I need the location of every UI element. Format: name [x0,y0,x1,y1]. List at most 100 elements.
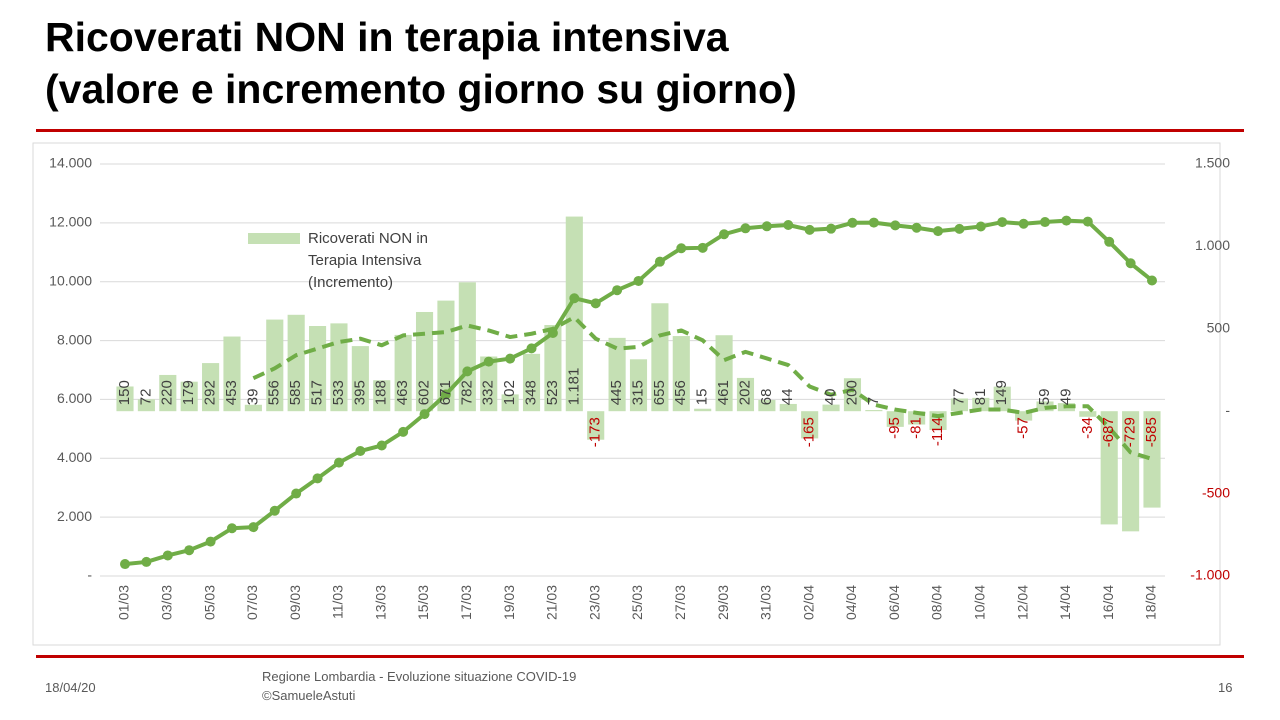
data-label: 445 [608,380,625,405]
data-label: -34 [1079,417,1096,439]
y-tick-label: 6.000 [57,390,92,406]
data-label: 7 [865,397,882,405]
bar [266,319,284,412]
bar [587,411,605,440]
point [804,224,815,235]
data-label: 77 [950,389,967,406]
bar [886,411,904,427]
data-label: 72 [137,389,154,406]
bar [843,378,862,412]
point [633,275,644,286]
data-label: -165 [801,417,818,447]
data-label: 220 [159,380,176,405]
x-tick-label: 07/03 [244,585,260,620]
point [419,409,430,420]
point [761,221,772,232]
point [312,473,323,484]
bar [116,386,134,412]
y-tick-label: 2.000 [57,508,92,524]
point [783,220,794,231]
bar [565,216,583,412]
point [1040,217,1051,228]
bar [865,410,883,412]
point [184,545,195,556]
data-label: 782 [458,380,475,405]
x-tick-label: 29/03 [715,585,731,620]
bar [1100,411,1118,525]
bar [351,346,369,412]
legend: Ricoverati NON in Terapia Intensiva (Inc… [248,228,468,294]
data-label: 523 [544,380,561,405]
point [333,457,344,468]
point [398,426,409,437]
point [697,242,708,253]
bar [244,404,262,412]
x-tick-label: 21/03 [544,585,560,620]
bar [202,363,220,412]
bar [544,325,562,412]
bar [822,404,840,412]
x-tick-label: 27/03 [672,585,688,620]
data-label: 202 [736,380,753,405]
point [890,220,901,231]
bar [480,356,498,412]
x-tick-label: 13/03 [372,585,388,620]
point [248,522,259,533]
point [120,559,130,570]
point [569,293,580,304]
point [291,488,302,499]
bar [1015,411,1033,421]
bar [330,323,348,412]
x-tick-label: 01/03 [116,585,132,620]
bar [779,403,797,412]
x-tick-label: 05/03 [201,585,217,620]
point [162,550,173,561]
bar [651,303,669,412]
x-tick-label: 04/04 [843,585,859,620]
bar [1122,411,1140,532]
y-tick-label: - [87,567,92,583]
x-tick-label: 06/04 [886,585,902,620]
point [1147,275,1157,286]
data-label: 1.181 [565,368,582,406]
data-label: 49 [1057,389,1074,406]
point [740,223,751,234]
x-tick-label: 23/03 [586,585,602,620]
chart-frame [32,142,1221,646]
x-tick-label: 25/03 [629,585,645,620]
bar [801,411,819,439]
data-label: -687 [1100,417,1117,447]
y-tick-label: 14.000 [49,155,92,171]
y2-tick-label: - [1225,402,1230,418]
page-number: 16 [1218,680,1233,695]
x-tick-label: 11/03 [330,585,346,619]
x-tick-label: 02/04 [800,585,816,620]
data-label: 179 [180,380,197,405]
data-label: 585 [287,380,304,405]
point [1061,215,1072,226]
rule [36,129,1244,132]
y2-tick-label: 1.000 [1195,237,1230,253]
x-tick-label: 15/03 [415,585,431,620]
bar [501,394,519,412]
bar [309,325,327,412]
footer-source: ©SamueleAstuti [262,688,356,703]
data-label: 81 [972,389,989,406]
point [505,353,516,364]
data-label: 102 [501,380,518,405]
data-label: -585 [1143,417,1160,447]
data-label: -81 [908,417,925,439]
point [868,217,879,228]
data-label: 292 [202,380,219,405]
footer-source: Regione Lombardia - Evoluzione situazion… [262,669,577,684]
point [1018,218,1029,229]
point [612,285,623,296]
point [1125,258,1136,269]
x-tick-label: 08/04 [929,585,945,620]
point [226,523,237,534]
bar [993,386,1011,412]
bar [223,336,241,412]
point [440,389,451,400]
bar [373,380,391,412]
y2-tick-label: -500 [1202,484,1230,500]
